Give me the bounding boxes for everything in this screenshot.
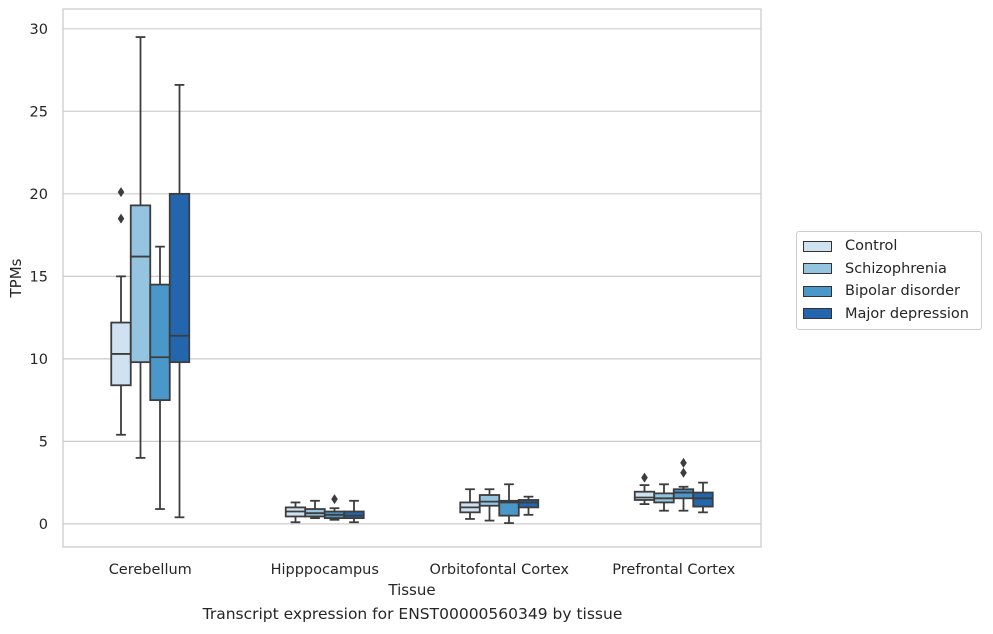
box-bipolar-disorder [323, 494, 346, 521]
box-iqr [692, 491, 714, 508]
box-iqr [129, 204, 152, 364]
box-control [284, 501, 307, 524]
outlier-point [117, 213, 125, 224]
box-major-depression [692, 481, 714, 514]
box-schizophrenia [304, 499, 326, 520]
box-major-depression [343, 499, 365, 524]
x-tick-label: Orbitofontal Cortex [430, 562, 570, 578]
box-iqr [672, 488, 695, 500]
legend-swatch [803, 263, 832, 275]
box-iqr [633, 490, 656, 501]
x-tick-label: Cerebellum [109, 562, 192, 578]
box-bipolar-disorder [498, 483, 520, 524]
legend-item: Schizophrenia [797, 258, 981, 281]
box-schizophrenia [478, 488, 501, 522]
y-tick-label: 20 [30, 187, 48, 203]
box-major-depression [517, 495, 540, 516]
legend-label: Schizophrenia [845, 260, 947, 277]
box-iqr [168, 192, 191, 364]
box-iqr [517, 499, 540, 509]
x-axis-ticks: Cerebellum Hipppocampus Orbitofontal Corte… [109, 562, 736, 578]
legend-item: Bipolar disorder [797, 280, 981, 303]
box-control [110, 187, 132, 436]
legend-label: Bipolar disorder [845, 283, 960, 300]
y-tick-label: 25 [30, 104, 48, 120]
x-axis-label: Tissue [387, 581, 435, 599]
figure-caption: Transcript expression for ENST0000056034… [202, 605, 623, 623]
legend-swatch [803, 240, 832, 252]
box-iqr [149, 283, 171, 402]
legend-label: Major depression [845, 305, 969, 322]
outlier-point [680, 457, 687, 468]
legend-swatch [803, 285, 832, 297]
box-schizophrenia [653, 483, 675, 512]
box-series [110, 36, 714, 524]
plot-area-border [62, 8, 762, 548]
y-axis-ticks: 0 5 10 15 20 25 30 [30, 22, 48, 533]
box-bipolar-disorder [149, 245, 171, 510]
box-bipolar-disorder [672, 457, 695, 512]
legend-swatch [803, 308, 832, 320]
legend-item: Major depression [797, 303, 981, 326]
y-tick-label: 30 [30, 22, 48, 38]
outlier-point [641, 472, 648, 483]
x-tick-label: Hipppocampus [271, 562, 379, 578]
box-control [459, 488, 481, 520]
y-tick-label: 15 [30, 269, 48, 285]
legend: Control Schizophrenia Bipolar disorder Majo… [796, 231, 982, 330]
box-major-depression [168, 84, 191, 519]
y-tick-label: 5 [39, 434, 48, 450]
grid-lines [63, 28, 761, 525]
box-control [633, 472, 656, 505]
outlier-point [331, 494, 338, 505]
outlier-point [680, 467, 687, 478]
y-tick-label: 10 [30, 352, 48, 368]
legend-item: Control [797, 235, 981, 258]
legend-label: Control [845, 238, 898, 255]
box-iqr [478, 494, 501, 507]
box-schizophrenia [129, 36, 152, 459]
y-tick-label: 0 [39, 517, 48, 533]
outlier-point [117, 187, 125, 198]
y-axis-label: TPMs [7, 258, 25, 298]
x-tick-label: Prefrontal Cortex [612, 562, 735, 578]
